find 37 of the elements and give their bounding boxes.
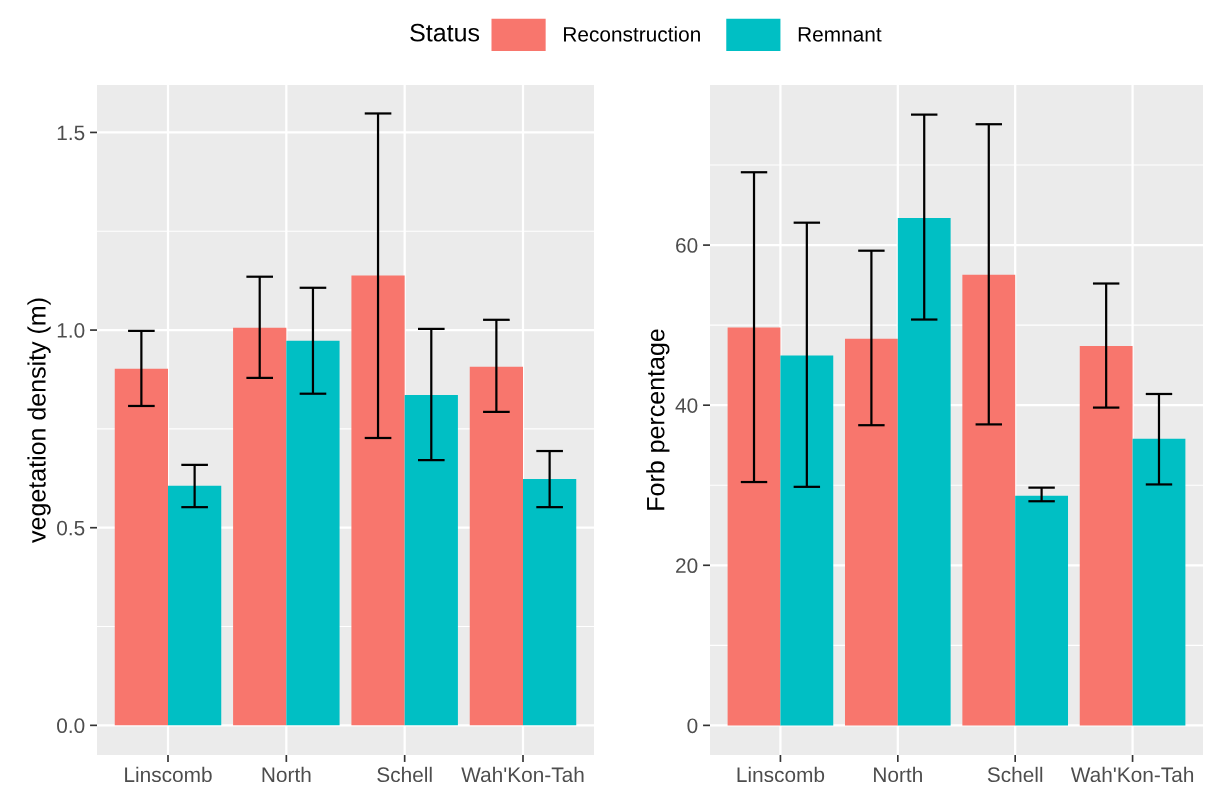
bar — [351, 275, 405, 726]
bar — [168, 485, 222, 726]
y-tick-label: 20 — [676, 558, 698, 574]
bar — [780, 355, 834, 726]
bar — [404, 394, 458, 726]
y-tick-label: 0.0 — [57, 718, 85, 734]
legend-label: Remnant — [798, 27, 882, 42]
y-tick-label: 40 — [675, 398, 698, 413]
bar — [233, 327, 287, 726]
x-tick-label: North — [262, 766, 311, 783]
bar — [114, 368, 168, 726]
bar — [727, 327, 781, 726]
y-tick-label: 1.0 — [57, 323, 85, 338]
y-tick-label: 1.5 — [57, 125, 85, 141]
bar — [897, 217, 951, 726]
legend-title: Status — [410, 23, 480, 42]
y-tick-label: 0.5 — [57, 520, 85, 536]
bar — [844, 338, 898, 726]
legend-label: Reconstruction — [564, 26, 700, 42]
bar — [962, 274, 1016, 726]
y-axis-title: vegetation density (m) — [27, 298, 51, 543]
x-tick-label: Wah'Kon-Tah — [461, 766, 584, 783]
x-tick-label: Schell — [377, 766, 432, 783]
y-tick-label: 0 — [687, 718, 698, 734]
bar — [1079, 345, 1133, 726]
x-tick-label: Linscomb — [737, 766, 825, 783]
bar — [1015, 495, 1069, 726]
bar — [523, 479, 577, 726]
bar — [1132, 438, 1186, 726]
x-tick-label: North — [874, 766, 922, 783]
y-tick-label: 60 — [676, 238, 698, 253]
x-tick-label: Linscomb — [125, 766, 212, 783]
bar — [286, 340, 340, 726]
bar — [469, 366, 523, 726]
x-tick-label: Schell — [987, 766, 1043, 783]
y-axis-title: Forb percentage — [646, 329, 670, 510]
x-tick-label: Wah'Kon-Tah — [1070, 766, 1194, 783]
